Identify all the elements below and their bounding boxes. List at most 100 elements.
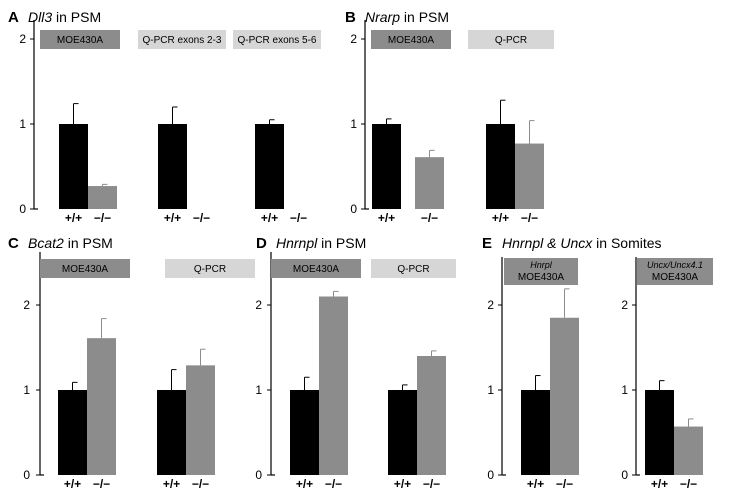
y-tick-label: 0 <box>621 468 628 482</box>
bar <box>417 356 446 475</box>
panel-letter: D <box>256 235 267 252</box>
y-tick-label: 1 <box>23 383 30 397</box>
panel-letter: E <box>482 235 492 252</box>
bar <box>319 296 348 475</box>
bar <box>372 124 401 209</box>
bar <box>290 390 319 475</box>
x-tick-label: +/+ <box>164 211 181 225</box>
method-label: MOE430A <box>652 272 698 283</box>
x-tick-label: −/− <box>325 477 342 491</box>
chart-title-gene: Dll3 <box>28 9 52 25</box>
method-label-box <box>371 30 451 49</box>
chart-title-rest: in PSM <box>317 235 366 251</box>
bar <box>415 157 444 209</box>
y-tick-label: 0 <box>350 202 357 216</box>
method-label-box <box>271 259 361 278</box>
y-tick-label: 2 <box>350 32 357 46</box>
chart-panel-e2: 0 1 2 Uncx/Uncx4.1 MOE430A +/+ −/− <box>621 257 713 491</box>
method-label: MOE430A <box>57 35 103 46</box>
chart-title: Nrarp in PSM <box>365 9 449 25</box>
x-tick-label: +/+ <box>261 211 278 225</box>
bar <box>486 124 515 209</box>
method-label-box <box>138 30 226 49</box>
bar <box>59 124 88 209</box>
y-tick-label: 0 <box>255 468 262 482</box>
bar <box>674 426 703 475</box>
bar <box>87 338 116 475</box>
method-label: MOE430A <box>62 264 108 275</box>
y-tick-label: 1 <box>621 383 628 397</box>
bar <box>58 390 87 475</box>
y-tick-label: 2 <box>487 298 494 312</box>
x-tick-label: +/+ <box>163 477 180 491</box>
method-label-top: Uncx/Uncx4.1 <box>647 260 703 270</box>
x-tick-label: −/− <box>192 477 209 491</box>
method-label: Q-PCR <box>194 264 226 275</box>
chart-title-gene: Bcat2 <box>28 235 64 251</box>
panel-letter: B <box>345 9 356 26</box>
x-tick-label: +/+ <box>651 477 668 491</box>
method-label-box <box>468 30 554 49</box>
chart-title: Hnrnpl in PSM <box>276 235 366 251</box>
method-label-box <box>637 258 713 285</box>
y-tick-label: 2 <box>23 298 30 312</box>
panel-letter: C <box>8 235 19 252</box>
x-tick-label: +/+ <box>378 211 395 225</box>
method-label: MOE430A <box>388 35 434 46</box>
method-label-box <box>40 259 130 278</box>
bar <box>521 390 550 475</box>
method-label-box <box>371 259 456 278</box>
chart-title-rest: in PSM <box>400 9 449 25</box>
method-label: Q-PCR exons 5-6 <box>238 35 317 46</box>
panel-letter: A <box>8 9 19 26</box>
method-label: Q-PCR <box>495 35 527 46</box>
x-tick-label: +/+ <box>296 477 313 491</box>
method-label-box <box>504 258 578 285</box>
chart-panel-D: D Hnrnpl in PSM 0 1 2 MOE430A +/+ −/− Q-PCR +/+ −/… <box>255 235 456 491</box>
method-label-box <box>233 30 321 49</box>
x-tick-label: −/− <box>556 477 573 491</box>
y-tick-label: 2 <box>255 298 262 312</box>
bar <box>157 390 186 475</box>
method-label: MOE430A <box>518 272 564 283</box>
bar <box>186 365 215 475</box>
x-tick-label: +/+ <box>527 477 544 491</box>
x-tick-label: +/+ <box>394 477 411 491</box>
x-tick-label: −/− <box>423 477 440 491</box>
x-tick-label: −/− <box>290 211 307 225</box>
x-tick-label: −/− <box>94 211 111 225</box>
x-tick-label: +/+ <box>64 477 81 491</box>
bar <box>255 124 284 209</box>
chart-title-gene: Hnrnpl <box>276 235 318 251</box>
method-label-top: Hnrpl <box>530 260 553 270</box>
chart-panel-A: A Dll3 in PSM 0 1 2 MOE430A +/+ −/− Q-PCR exons … <box>8 9 321 225</box>
x-tick-label: +/+ <box>65 211 82 225</box>
chart-panel-B: B Nrarp in PSM 0 1 2 MOE430A +/+ −/− Q-PCR +/+ −/− <box>345 9 554 225</box>
y-tick-label: 0 <box>487 468 494 482</box>
chart-title: Hnrnpl & Uncx in Somites <box>502 235 662 251</box>
method-label: MOE430A <box>293 264 339 275</box>
x-tick-label: −/− <box>421 211 438 225</box>
x-tick-label: −/− <box>93 477 110 491</box>
chart-panel-E: E Hnrnpl & Uncx in Somites 0 1 2 Hnrpl MOE430A… <box>482 235 662 491</box>
y-tick-label: 1 <box>19 117 26 131</box>
x-tick-label: +/+ <box>492 211 509 225</box>
chart-title-rest: in PSM <box>64 235 113 251</box>
chart-title: Dll3 in PSM <box>28 9 101 25</box>
chart-title: Bcat2 in PSM <box>28 235 113 251</box>
method-label-box <box>40 30 120 49</box>
y-tick-label: 1 <box>487 383 494 397</box>
bar <box>550 317 579 475</box>
y-tick-label: 0 <box>19 202 26 216</box>
bar <box>645 390 674 475</box>
bar <box>158 124 187 209</box>
chart-panel-C: C Bcat2 in PSM 0 1 2 MOE430A +/+ −/− Q-PCR +/+ −/− <box>8 235 255 491</box>
y-tick-label: 1 <box>255 383 262 397</box>
y-tick-label: 1 <box>350 117 357 131</box>
bar <box>515 143 544 209</box>
bar <box>88 186 117 209</box>
chart-title-gene: Hnrnpl & Uncx <box>502 235 593 251</box>
y-tick-label: 2 <box>621 298 628 312</box>
chart-title-gene: Nrarp <box>365 9 400 25</box>
